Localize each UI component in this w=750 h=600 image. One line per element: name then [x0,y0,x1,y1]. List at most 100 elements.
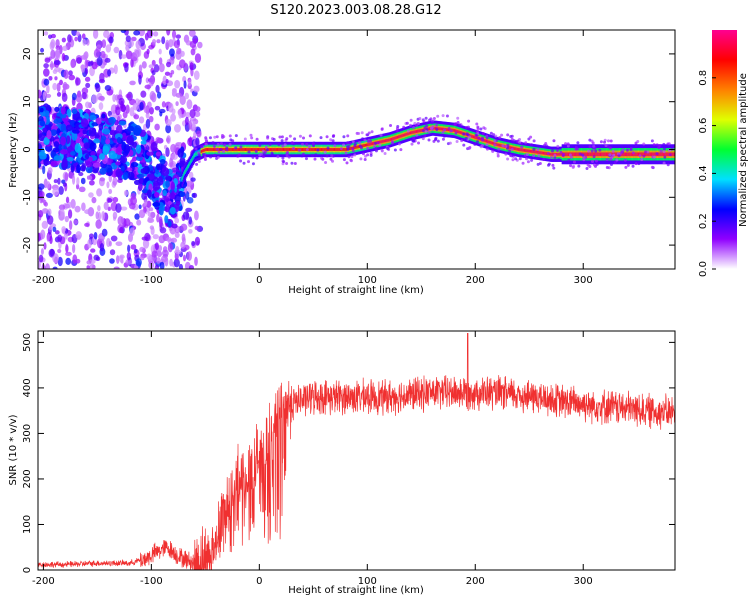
ridge-cell [455,129,457,133]
noise-speckle [130,36,137,42]
halo-speckle [553,156,557,160]
halo-speckle [380,149,384,153]
ridge-cell [457,130,459,133]
halo-speckle [581,153,585,157]
noise-speckle [70,60,75,69]
spectral-blob [91,122,99,127]
ridge-cell [483,138,486,142]
halo-speckle [518,157,522,161]
ridge-cell [410,131,412,135]
ridge-cell [551,152,553,156]
noise-speckle [171,30,177,39]
colorbar: 0.0 0.2 0.4 0.6 0.8 Normalized spectral ampl… [698,30,749,277]
halo-speckle [536,162,540,166]
ridge-cell [279,148,281,151]
ridge-cell [634,152,636,157]
ridge-cell [200,150,202,154]
noise-speckle [169,48,175,57]
spectral-blob [126,135,134,146]
noise-speckle [40,248,44,255]
noise-speckle [151,250,158,258]
noise-speckle [159,261,165,269]
noise-speckle [194,225,199,231]
noise-speckle [186,180,192,187]
halo-speckle [197,153,201,157]
halo-speckle [326,146,330,150]
halo-speckle [358,141,362,145]
ridge-cell [627,152,629,157]
ridge-cell [213,148,215,151]
noise-speckle [144,84,152,90]
noise-speckle [194,256,198,267]
halo-speckle [216,155,220,159]
noise-speckle [100,50,106,59]
colorbar-label: Normalized spectral amplitude [738,73,749,227]
ridge-cell [407,132,409,136]
ridge-cell [487,140,489,143]
ridge-cell [470,134,472,138]
noise-speckle [189,61,194,71]
halo-speckle [339,147,343,151]
spectral-blob [101,113,106,119]
ridge-cell [406,132,408,136]
halo-speckle [572,160,576,164]
ridge-cell [556,152,558,156]
ridge-cell [434,126,437,130]
ridge-cell [399,135,401,138]
ridge-cell [277,148,279,151]
ridge-cell [600,152,602,157]
noise-speckle [162,249,169,257]
ridge-cell [626,152,628,157]
ridge-cell [549,152,551,156]
halo-speckle [258,143,262,147]
ridge-cell [572,152,574,157]
halo-speckle [442,134,446,138]
ridge-cell [286,148,288,151]
halo-speckle [529,143,533,147]
ridge-cell [343,148,345,151]
halo-speckle [496,152,500,156]
ridge-cell [671,152,673,157]
ridge-cell [523,148,526,152]
noise-speckle [156,250,163,258]
ridge-cell [644,152,646,157]
halo-speckle [652,143,656,147]
ridge-cell [398,135,400,139]
noise-speckle [91,94,98,104]
noise-speckle [149,106,154,115]
spectral-blob [83,142,90,150]
ridge-cell [211,148,214,151]
halo-speckle [422,120,426,124]
ridge-cell [584,152,587,157]
halo-speckle [358,144,362,148]
noise-speckle [87,239,92,249]
halo-speckle [316,148,320,152]
noise-speckle [71,30,77,37]
halo-speckle [264,145,268,149]
halo-speckle [464,126,468,130]
noise-speckle [112,176,118,186]
noise-speckle [47,34,53,39]
colorbar-tick-label: 0.0 [698,261,709,277]
ridge-cell [518,148,520,151]
noise-speckle [62,81,68,91]
noise-speckle [41,220,49,229]
ridge-cell [263,148,266,151]
halo-speckle [612,153,616,157]
noise-speckle [129,106,135,117]
ridge-cell [585,152,588,157]
colorbar-tick-label: 0.8 [698,70,709,86]
ridge-cell [294,148,297,151]
noise-speckle [40,47,45,53]
spectral-blob [146,189,152,198]
noise-speckle [139,246,145,253]
ridge-cell [304,148,306,151]
noise-speckle [147,101,152,109]
ridge-cell [598,152,601,157]
ridge-cell [442,127,444,131]
ridge-cell [595,152,597,157]
noise-speckle [135,258,142,267]
halo-speckle [378,143,382,147]
halo-speckle [323,150,327,154]
noise-speckle [138,30,145,37]
